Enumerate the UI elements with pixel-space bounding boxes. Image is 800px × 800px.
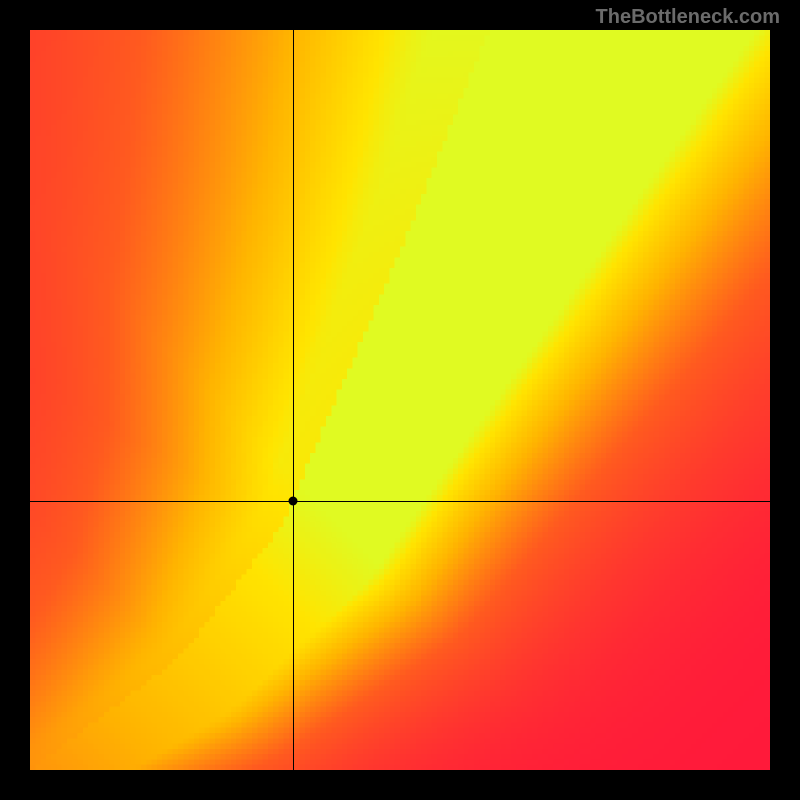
crosshair-vertical (293, 30, 294, 770)
heatmap-canvas (30, 30, 770, 770)
crosshair-horizontal (30, 501, 770, 502)
watermark-text: TheBottleneck.com (596, 6, 780, 29)
plot-area (30, 30, 770, 770)
marker-dot (288, 497, 297, 506)
chart-container: TheBottleneck.com (0, 0, 800, 800)
